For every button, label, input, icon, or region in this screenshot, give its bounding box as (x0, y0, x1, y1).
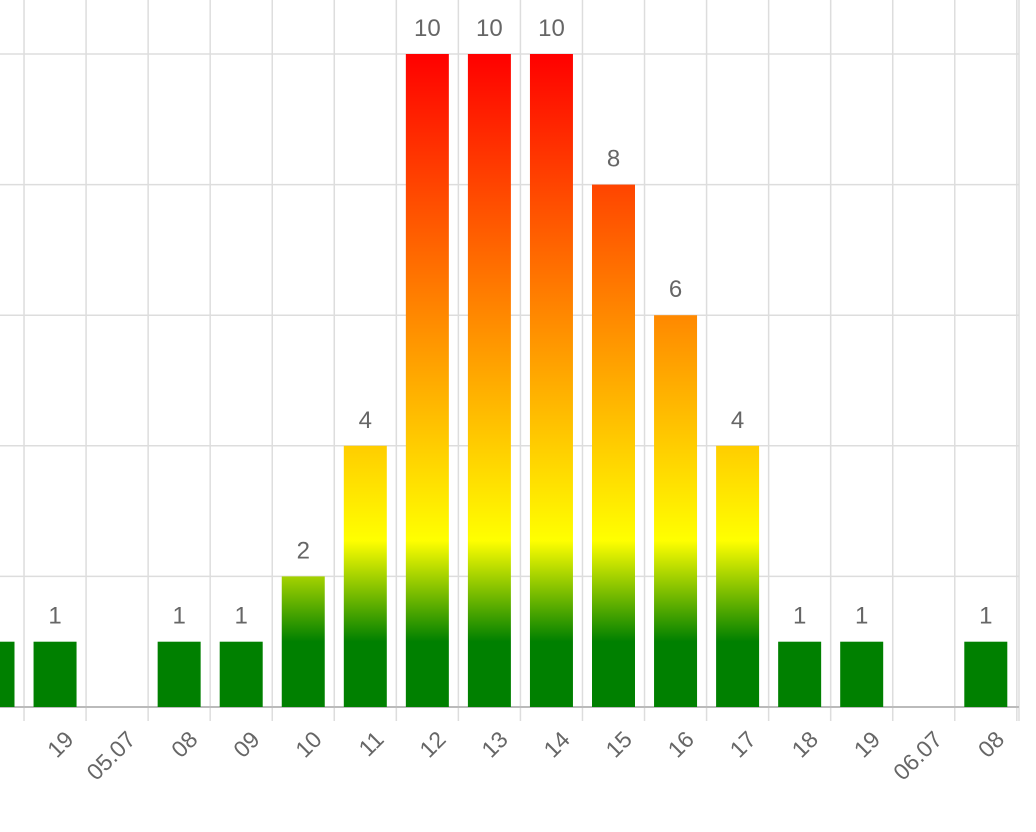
data-label: 1 (235, 603, 248, 630)
data-label: 10 (476, 15, 503, 42)
x-tick-label: 17 (725, 726, 761, 762)
grid-lines (0, 0, 1020, 721)
data-label: 1 (172, 603, 185, 630)
data-label: 10 (538, 15, 565, 42)
bar (0, 641, 15, 707)
data-labels: 1 1 1 2 4 10 10 10 8 6 4 1 1 1 (48, 15, 992, 630)
data-label: 1 (48, 603, 61, 630)
x-tick-label: 19 (42, 726, 78, 762)
bar (405, 54, 449, 707)
bars (0, 54, 1008, 708)
data-label: 8 (607, 146, 620, 173)
x-tick-label: 05.07 (81, 726, 140, 785)
bar (654, 315, 698, 707)
bar (33, 641, 77, 707)
bar (467, 54, 511, 707)
x-tick-label: 09 (228, 726, 264, 762)
x-tick-label: 08 (166, 726, 202, 762)
x-tick-label: 19 (849, 726, 885, 762)
x-axis-ticks: 19 05.07 08 09 10 11 12 13 14 15 16 17 18 19 06.07 08 (42, 726, 1009, 785)
x-tick-label: 11 (353, 726, 388, 761)
x-tick-label: 18 (787, 726, 823, 762)
x-tick-label: 06.07 (888, 726, 947, 785)
bar (281, 576, 325, 707)
data-label: 6 (669, 276, 682, 303)
x-tick-label: 15 (600, 726, 636, 762)
x-tick-label: 08 (973, 726, 1009, 762)
data-label: 1 (855, 603, 868, 630)
data-label: 4 (359, 407, 372, 434)
bar (840, 641, 884, 707)
x-tick-label: 13 (476, 726, 512, 762)
bar (529, 54, 573, 707)
bar (343, 445, 387, 707)
bar (964, 641, 1008, 707)
data-label: 1 (979, 603, 992, 630)
data-label: 2 (297, 537, 310, 564)
data-label: 4 (731, 407, 744, 434)
x-tick-label: 10 (290, 726, 326, 762)
bar (219, 641, 263, 707)
x-tick-label: 14 (538, 726, 575, 763)
x-tick-label: 12 (414, 726, 450, 762)
bar (157, 641, 201, 707)
data-label: 10 (414, 15, 441, 42)
bar (592, 184, 635, 708)
bar (716, 445, 760, 707)
data-label: 1 (793, 603, 806, 630)
bar (778, 641, 822, 707)
x-tick-label: 16 (662, 726, 698, 762)
